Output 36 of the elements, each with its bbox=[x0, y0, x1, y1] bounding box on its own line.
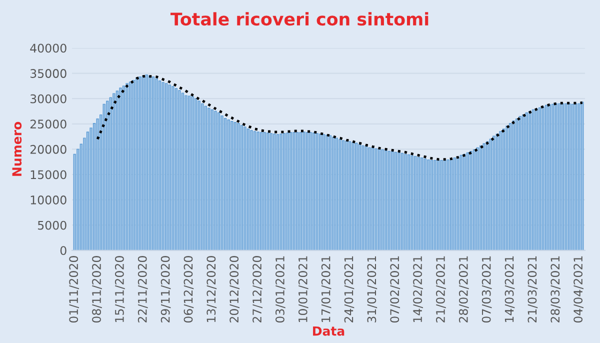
x-tick-label: 08/11/2020 bbox=[92, 256, 102, 323]
y-tick-label: 40000 bbox=[30, 44, 66, 53]
x-tick-label: 22/11/2020 bbox=[138, 256, 148, 322]
x-tick-label: 04/04/2021 bbox=[574, 256, 584, 323]
x-tick-label: 13/12/2020 bbox=[206, 256, 217, 322]
x-tick-label: 07/03/2021 bbox=[482, 256, 492, 323]
y-tick-label: 30000 bbox=[30, 94, 66, 104]
x-tick-label: 28/02/2021 bbox=[458, 256, 469, 322]
y-tick-label: 35000 bbox=[30, 69, 66, 78]
x-tick-label: 21/02/2021 bbox=[436, 256, 446, 322]
x-tick-label: 21/03/2021 bbox=[528, 256, 538, 322]
y-tick-label: 0 bbox=[60, 246, 66, 256]
line-series bbox=[96, 74, 584, 161]
x-tick-label: 01/11/2020 bbox=[69, 256, 79, 323]
x-tick-label: 15/11/2020 bbox=[114, 256, 125, 322]
y-tick-label: 20000 bbox=[30, 144, 66, 154]
x-tick-label: 14/02/2021 bbox=[413, 256, 423, 322]
y-axis-title: Numero bbox=[12, 122, 22, 176]
y-tick-label: 10000 bbox=[30, 196, 66, 204]
y-tick-label: 15000 bbox=[30, 170, 66, 180]
x-tick-label: 28/03/2021 bbox=[550, 256, 561, 322]
chart-title: Totale ricoveri con sintomi bbox=[170, 12, 428, 26]
x-tick-label: 10/01/2021 bbox=[298, 256, 308, 322]
x-tick-label: 06/12/2020 bbox=[184, 256, 194, 323]
x-axis-title: Data bbox=[313, 326, 344, 336]
y-tick-label: 25000 bbox=[30, 120, 66, 129]
x-tick-label: 29/11/2020 bbox=[160, 256, 171, 322]
x-tick-label: 17/01/2021 bbox=[321, 256, 332, 322]
x-tick-label: 27/12/2020 bbox=[252, 256, 262, 322]
x-tick-label: 07/02/2021 bbox=[390, 256, 400, 323]
y-tick-label: 5000 bbox=[38, 220, 66, 230]
x-tick-label: 20/12/2020 bbox=[230, 256, 240, 322]
x-tick-label: 14/03/2021 bbox=[504, 256, 515, 322]
x-tick-label: 24/01/2021 bbox=[344, 256, 354, 322]
x-tick-label: 03/01/2021 bbox=[275, 256, 286, 323]
x-tick-label: 31/01/2021 bbox=[367, 256, 378, 322]
